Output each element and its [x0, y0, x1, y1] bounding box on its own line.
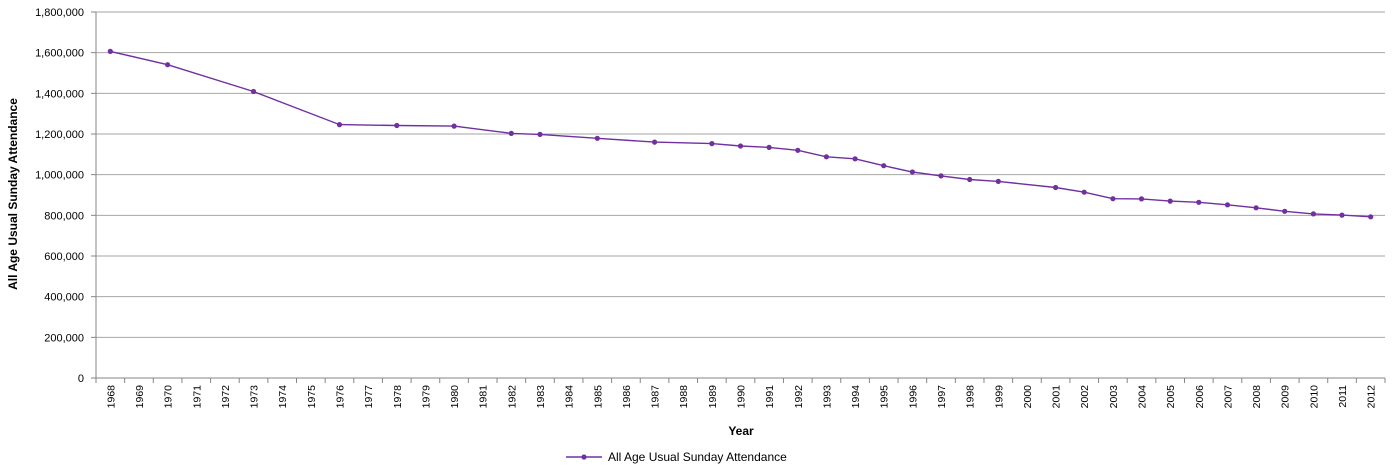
- data-point: [766, 144, 772, 150]
- y-tick-label: 200,000: [44, 332, 84, 344]
- x-tick-label: 1989: [707, 385, 719, 409]
- x-tick-label: 1984: [564, 385, 576, 409]
- x-tick-label: 1994: [850, 385, 862, 409]
- data-point: [737, 143, 744, 149]
- data-point: [852, 156, 858, 162]
- data-point: [967, 176, 973, 183]
- x-tick-label: 1998: [965, 385, 977, 409]
- x-tick-label: 1996: [907, 385, 919, 409]
- x-tick-label: 1997: [936, 385, 948, 409]
- x-tick-label: 2009: [1280, 385, 1292, 409]
- data-point: [107, 48, 113, 55]
- x-tick-label: 1992: [793, 385, 805, 409]
- x-tick-label: 1975: [306, 385, 318, 409]
- legend-marker: [581, 454, 587, 460]
- x-tick-label: 1979: [420, 385, 432, 409]
- x-tick-label: 1980: [449, 385, 461, 409]
- data-point: [594, 135, 600, 141]
- x-tick-labels: 1968 1969 1970 1971 1972 1973 1974 1975 1976 1977…: [105, 385, 1377, 409]
- x-tick-label: 1971: [191, 385, 203, 409]
- y-tick-label: 600,000: [44, 251, 84, 263]
- x-axis-title: Year: [728, 424, 754, 438]
- data-point: [394, 122, 400, 129]
- data-point: [995, 178, 1001, 184]
- x-tick-label: 1990: [736, 385, 748, 409]
- y-tick-label: 1,600,000: [35, 48, 84, 60]
- data-point: [165, 62, 171, 68]
- x-tick-label: 1973: [249, 385, 261, 409]
- x-tick-label: 1993: [821, 385, 833, 409]
- x-tick-label: 1977: [363, 385, 375, 409]
- x-tick-label: 2004: [1137, 385, 1149, 409]
- data-point: [795, 147, 801, 153]
- x-tick-label: 2008: [1251, 385, 1263, 409]
- data-point: [336, 122, 343, 128]
- data-point: [881, 163, 887, 169]
- x-tick-label: 1999: [993, 385, 1005, 409]
- x-tick-label: 1968: [105, 385, 117, 409]
- data-point: [1167, 198, 1173, 204]
- data-point: [1282, 208, 1288, 214]
- x-tick-label: 2005: [1165, 385, 1177, 409]
- data-point: [938, 173, 944, 179]
- data-point: [250, 88, 257, 95]
- x-tick-label: 1986: [621, 385, 633, 409]
- x-tick-label: 1969: [134, 385, 146, 409]
- legend: All Age Usual Sunday Attendance: [566, 450, 787, 464]
- x-tick-label: 2003: [1108, 385, 1120, 409]
- data-point: [1196, 199, 1202, 205]
- data-point: [1081, 189, 1087, 195]
- x-tick-label: 1987: [650, 385, 662, 409]
- data-point: [1368, 214, 1374, 220]
- x-tick-label: 1972: [220, 385, 232, 409]
- x-tick-label: 1995: [879, 385, 891, 409]
- y-tick-label: 1,000,000: [35, 170, 84, 182]
- x-tick-label: 2011: [1337, 385, 1349, 408]
- y-tick-labels: 0 200,000 400,000 600,000 800,000 1,000,000 1,…: [35, 7, 84, 385]
- x-tick-label: 2001: [1051, 385, 1063, 409]
- x-tick-label: 1982: [506, 385, 518, 409]
- data-point: [709, 141, 715, 147]
- data-point: [1053, 184, 1059, 191]
- data-point: [1138, 196, 1145, 202]
- data-point: [451, 123, 457, 129]
- x-tick-label: 2007: [1222, 385, 1234, 409]
- x-tick-label: 1974: [277, 385, 289, 409]
- y-tick-label: 1,800,000: [35, 7, 84, 19]
- data-point: [508, 130, 514, 136]
- data-point: [1253, 205, 1259, 211]
- data-point: [823, 154, 830, 160]
- y-tick-label: 1,200,000: [35, 129, 84, 141]
- data-point: [652, 139, 658, 145]
- series-layer: [107, 48, 1374, 220]
- y-tick-label: 400,000: [44, 292, 84, 304]
- y-tick-label: 0: [78, 373, 84, 385]
- legend-label: All Age Usual Sunday Attendance: [608, 450, 787, 464]
- x-tick-label: 2006: [1194, 385, 1206, 409]
- data-point: [1110, 196, 1116, 202]
- x-tick-label: 2012: [1366, 385, 1378, 409]
- x-tick-label: 2000: [1022, 385, 1034, 409]
- x-tick-label: 1991: [764, 385, 776, 409]
- x-tick-label: 1983: [535, 385, 547, 409]
- data-point: [909, 169, 916, 175]
- data-point: [1224, 202, 1231, 208]
- x-tick-label: 1988: [678, 385, 690, 409]
- x-tick-label: 1970: [163, 385, 175, 409]
- x-tick-label: 1981: [478, 385, 490, 409]
- data-point: [537, 131, 543, 137]
- data-point: [1310, 211, 1316, 217]
- gridlines: [96, 11, 1385, 338]
- axes: [91, 11, 1386, 383]
- y-tick-label: 800,000: [44, 210, 84, 222]
- x-tick-label: 1978: [392, 385, 404, 409]
- y-tick-label: 1,400,000: [35, 88, 84, 100]
- x-tick-label: 1985: [592, 385, 604, 409]
- x-tick-label: 1976: [334, 385, 346, 409]
- y-axis-title: All Age Usual Sunday Attendance: [6, 98, 20, 290]
- x-tick-label: 2010: [1308, 385, 1320, 409]
- data-point: [1339, 212, 1345, 218]
- x-tick-label: 2002: [1079, 385, 1091, 409]
